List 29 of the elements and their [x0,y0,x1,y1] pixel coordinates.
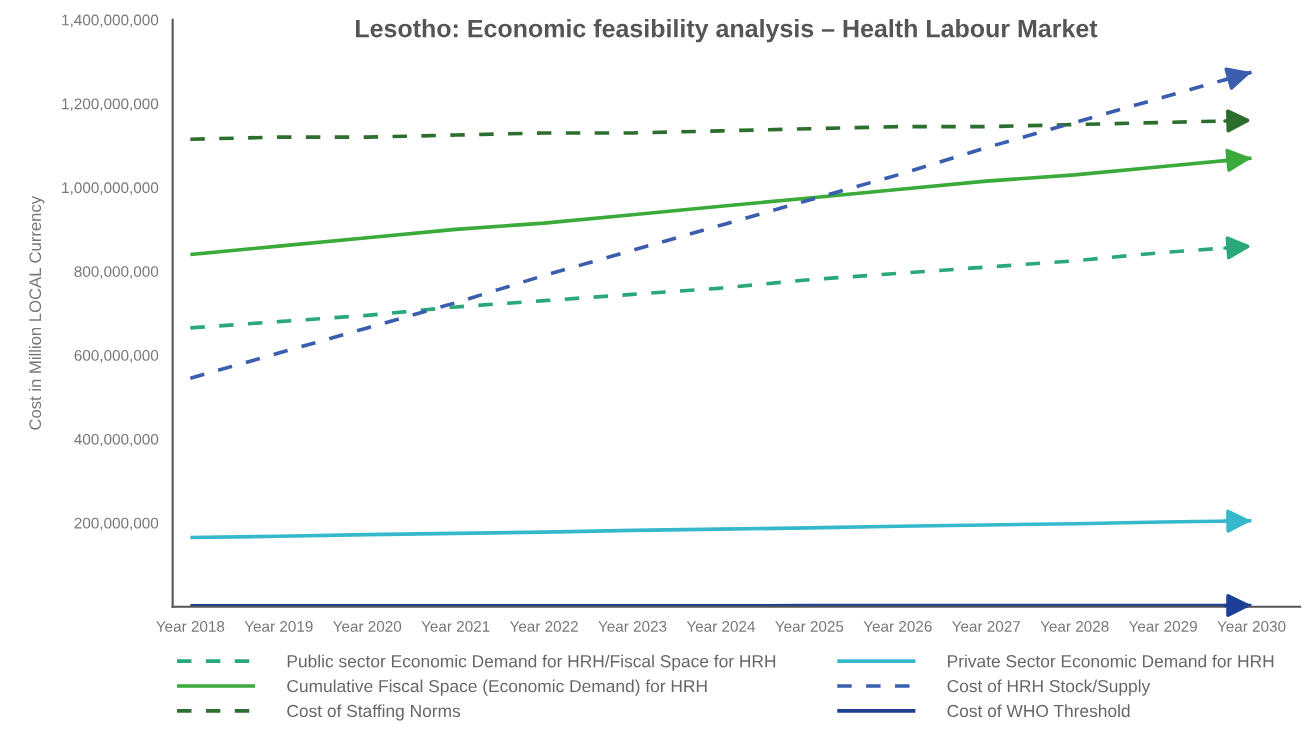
x-tick-label: Year 2030 [1217,621,1286,632]
chart-title: Lesotho: Economic feasibility analysis – Health Labour Market [356,19,1098,43]
y-tick-label: 1,000,000,000 [62,182,159,195]
x-tick-label: Year 2025 [775,621,844,632]
legend-label: Cumulative Fiscal Space (Economic Demand) for HRH [287,679,707,696]
line-series [188,70,1254,381]
x-tick-label: Year 2019 [244,621,313,632]
x-tick-label: Year 2021 [421,621,490,632]
x-tick-label: Year 2024 [686,621,756,632]
x-tick-label: Year 2027 [952,621,1021,632]
x-tick-label: Year 2022 [509,621,578,632]
y-tick-label: 1,200,000,000 [62,98,159,112]
x-tick-label: Year 2028 [1040,621,1109,632]
x-tick-label: Year 2020 [332,621,402,632]
x-tick-label: Year 2023 [598,621,667,632]
y-tick-label: 600,000,000 [74,350,159,363]
legend-label: Cost of Staffing Norms [287,704,461,721]
x-tick-label: Year 2029 [1128,621,1197,632]
legend-label: Cost of WHO Threshold [947,704,1130,718]
x-tick-label: Year 2018 [156,621,225,632]
legend-label: Cost of HRH Stock/Supply [947,679,1151,696]
legend-label: Private Sector Economic Demand for HRH [948,654,1274,668]
y-tick-label: 400,000,000 [74,433,159,447]
x-tick-label: Year 2026 [863,621,932,632]
y-tick-label: 200,000,000 [74,517,159,531]
y-axis-title: Cost in Million LOCAL Currency [28,195,45,430]
legend-label: Public sector Economic Demand for HRH/Fiscal Space for HRH [287,654,776,671]
y-tick-label: 800,000,000 [74,266,159,279]
y-tick-label: 1,400,000,000 [62,14,159,28]
